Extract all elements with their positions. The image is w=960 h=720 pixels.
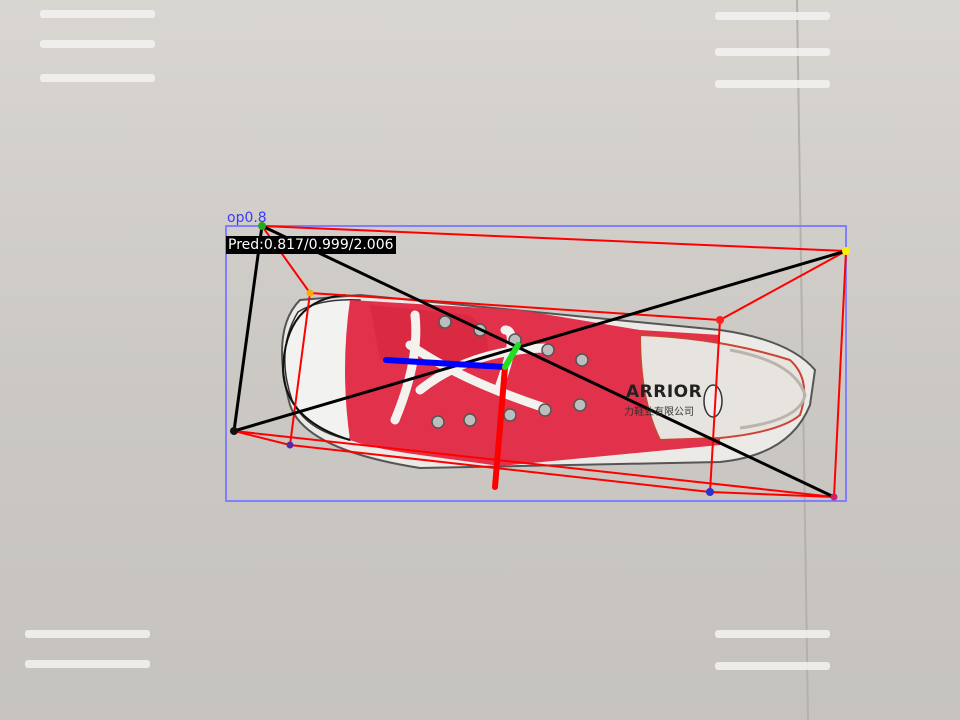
keypoint-orange — [306, 289, 314, 297]
keypoints — [230, 222, 850, 501]
keypoint-green — [258, 222, 266, 230]
axis-x — [383, 357, 508, 370]
keypoint-pink — [830, 493, 838, 501]
prediction-label: Pred:0.817/0.999/2.006 — [226, 236, 396, 254]
keypoint-blue — [706, 488, 714, 496]
keypoint-purple — [286, 441, 294, 449]
cuboid-diagonals — [232, 224, 847, 499]
bounding-box — [225, 225, 847, 502]
class-label: op0.8 — [227, 210, 267, 226]
axis-z — [492, 364, 508, 490]
shoe-subtext-print: 力鞋业有限公司 — [624, 407, 694, 418]
shoe-brand-print: ARRIOR — [626, 382, 703, 402]
sneaker — [281, 293, 817, 470]
axis-y — [502, 342, 521, 370]
keypoint-red — [716, 316, 724, 324]
pose-axes — [383, 342, 521, 490]
keypoint-yellow — [842, 247, 850, 255]
light-reflections — [25, 10, 830, 670]
keypoint-black — [230, 427, 238, 435]
